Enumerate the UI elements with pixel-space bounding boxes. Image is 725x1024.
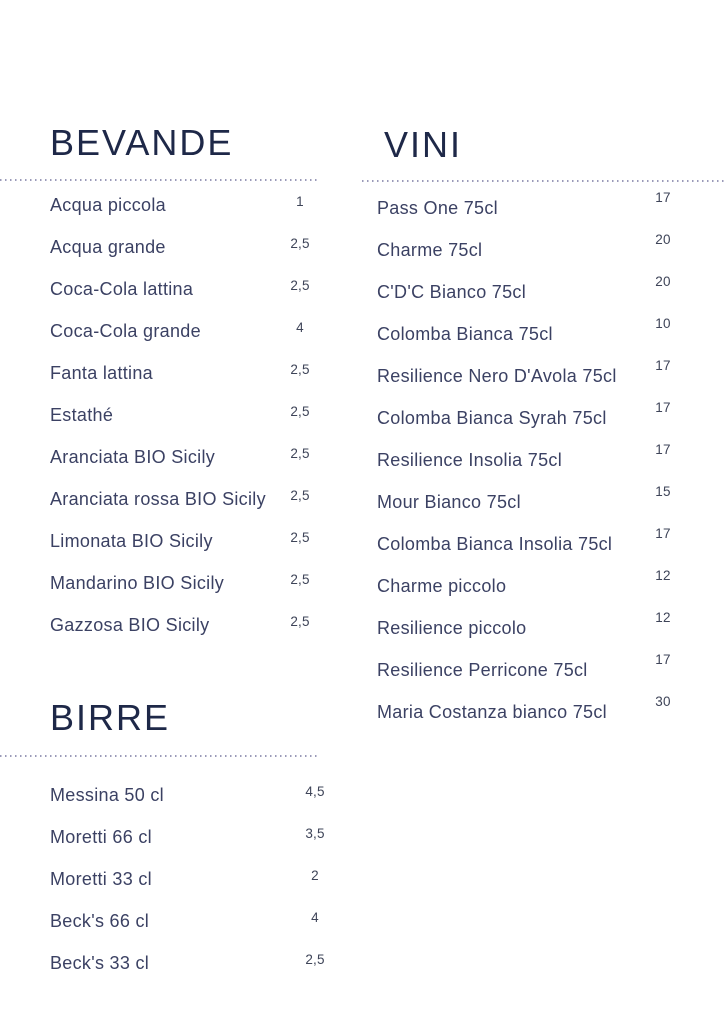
item-name: C'D'C Bianco 75cl [377,282,527,302]
item-name: Beck's 33 cl [50,953,150,973]
item-price: 4 [296,320,304,335]
item-name: Resilience Nero D'Avola 75cl [377,366,617,386]
menu-item-row: Resilience Insolia 75cl 17 [377,442,672,491]
menu-item-row: Acqua grande 2,5 [50,236,317,278]
item-price: 12 [655,610,671,625]
menu-item-row: Pass One 75cl 17 [377,190,672,239]
item-price: 15 [655,484,671,499]
item-name: Estathé [50,405,114,425]
menu-item-row: Moretti 33 cl 2 [50,868,319,910]
item-price: 2,5 [290,404,310,419]
menu-item-row: Fanta lattina 2,5 [50,362,317,404]
item-price: 1 [296,194,304,209]
item-name: Acqua piccola [50,195,166,215]
section-divider [362,180,725,182]
item-price: 17 [655,358,671,373]
menu-item-row: Aranciata BIO Sicily 2,5 [50,446,317,488]
item-list-birre: Messina 50 cl 4,5 Moretti 66 cl 3,5 Moretti … [50,784,324,994]
menu-item-row: Coca-Cola grande 4 [50,320,317,362]
item-price: 12 [655,568,671,583]
item-name: Colomba Bianca Syrah 75cl [377,408,607,428]
menu-item-row: Aranciata rossa BIO Sicily 2,5 [50,488,317,530]
section-title-vini: VINI [384,124,463,165]
item-name: Resilience piccolo [377,618,527,638]
item-name: Messina 50 cl [50,785,164,805]
menu-item-row: Beck's 66 cl 4 [50,910,319,952]
menu-item-row: Resilience piccolo 12 [377,610,672,659]
menu-item-row: Gazzosa BIO Sicily 2,5 [50,614,317,656]
item-price: 4 [311,910,319,925]
menu-item-row: Messina 50 cl 4,5 [50,784,324,826]
item-name: Limonata BIO Sicily [50,531,213,551]
menu-item-row: Resilience Perricone 75cl 17 [377,652,672,701]
item-name: Resilience Insolia 75cl [377,450,562,470]
menu-item-row: Moretti 66 cl 3,5 [50,826,324,868]
menu-item-row: Maria Costanza bianco 75cl 30 [377,694,672,743]
menu-item-row: Colomba Bianca 75cl 10 [377,316,672,365]
item-name: Colomba Bianca Insolia 75cl [377,534,613,554]
item-price: 17 [655,190,671,205]
item-price: 20 [655,274,671,289]
item-name: Coca-Cola grande [50,321,201,341]
item-price: 2,5 [290,614,310,629]
item-price: 2,5 [290,446,310,461]
item-price: 2,5 [290,530,310,545]
item-price: 3,5 [305,826,325,841]
item-price: 2 [311,868,319,883]
item-price: 17 [655,526,671,541]
section-divider [0,755,317,757]
item-name: Aranciata BIO Sicily [50,447,216,467]
item-price: 17 [655,652,671,667]
item-name: Coca-Cola lattina [50,279,194,299]
menu-item-row: C'D'C Bianco 75cl 20 [377,274,672,323]
section-title-bevande: BEVANDE [50,122,234,163]
menu-item-row: Resilience Nero D'Avola 75cl 17 [377,358,672,407]
item-name: Charme piccolo [377,576,507,596]
menu-item-row: Limonata BIO Sicily 2,5 [50,530,317,572]
menu-item-row: Charme 75cl 20 [377,232,672,281]
item-name: Fanta lattina [50,363,153,383]
item-price: 2,5 [290,572,310,587]
item-name: Aranciata rossa BIO Sicily [50,489,266,509]
menu-item-row: Beck's 33 cl 2,5 [50,952,324,994]
item-price: 10 [655,316,671,331]
item-price: 2,5 [305,952,325,967]
item-name: Gazzosa BIO Sicily [50,615,210,635]
menu-item-row: Colomba Bianca Syrah 75cl 17 [377,400,672,449]
item-price: 4,5 [305,784,325,799]
item-price: 2,5 [290,362,310,377]
item-name: Moretti 33 cl [50,869,152,889]
menu-item-row: Charme piccolo 12 [377,568,672,617]
item-name: Maria Costanza bianco 75cl [377,702,607,722]
menu-item-row: Mour Bianco 75cl 15 [377,484,672,533]
item-price: 2,5 [290,488,310,503]
menu-item-row: Coca-Cola lattina 2,5 [50,278,317,320]
menu-item-row: Mandarino BIO Sicily 2,5 [50,572,317,614]
item-name: Acqua grande [50,237,166,257]
item-price: 17 [655,400,671,415]
item-list-bevande: Acqua piccola 1 Acqua grande 2,5 Coca-Cola l… [50,194,317,656]
item-name: Colomba Bianca 75cl [377,324,553,344]
item-price: 2,5 [290,278,310,293]
item-price: 30 [655,694,671,709]
item-price: 20 [655,232,671,247]
item-name: Charme 75cl [377,240,483,260]
section-divider [0,179,317,181]
item-name: Mour Bianco 75cl [377,492,521,512]
section-title-birre: BIRRE [50,697,171,738]
menu-item-row: Estathé 2,5 [50,404,317,446]
item-price: 2,5 [290,236,310,251]
item-name: Resilience Perricone 75cl [377,660,588,680]
item-name: Beck's 66 cl [50,911,150,931]
item-price: 17 [655,442,671,457]
item-name: Pass One 75cl [377,198,498,218]
menu-item-row: Acqua piccola 1 [50,194,317,236]
item-name: Moretti 66 cl [50,827,152,847]
menu-item-row: Colomba Bianca Insolia 75cl 17 [377,526,672,575]
item-list-vini: Pass One 75cl 17 Charme 75cl 20 C'D'C Bianco… [377,190,672,743]
item-name: Mandarino BIO Sicily [50,573,225,593]
